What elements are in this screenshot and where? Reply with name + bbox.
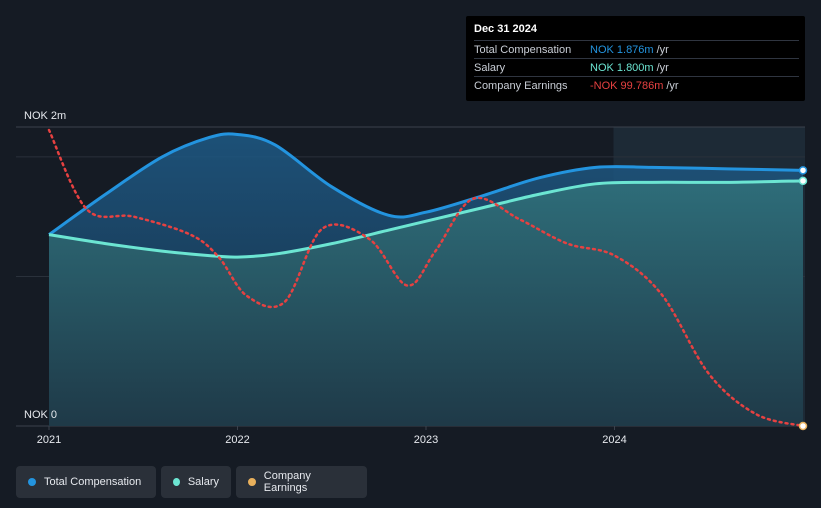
total-compensation-endpoint: [798, 166, 808, 175]
tooltip-unit: /yr: [666, 79, 679, 92]
legend-label: Company Earnings: [263, 470, 311, 494]
legend-label: Total Compensation: [44, 476, 142, 488]
salary-endpoint: [798, 176, 808, 186]
legend-company-earnings[interactable]: Company Earnings: [236, 466, 367, 498]
x-axis: 2021 2022 2023 2024: [37, 426, 627, 446]
tooltip-label: Total Compensation: [474, 43, 572, 56]
y-tick-label: NOK 0: [24, 409, 57, 421]
tooltip-label: Salary: [474, 61, 506, 74]
legend-dot-icon: [28, 478, 36, 486]
x-tick-label: 2023: [414, 434, 438, 446]
tooltip-unit: /yr: [656, 61, 669, 74]
tooltip-unit: /yr: [656, 43, 669, 56]
series-lines: [47, 128, 805, 428]
legend-label: Salary: [187, 476, 219, 488]
tooltip-value: NOK 1.876m: [590, 43, 654, 56]
total-compensation-line: [48, 132, 804, 236]
salary-area: [49, 180, 803, 426]
tooltip-date: Dec 31 2024: [474, 23, 537, 35]
series-endpoints: [798, 166, 808, 431]
legend-dot-icon: [248, 478, 256, 486]
x-tick-label: 2024: [602, 434, 626, 446]
tooltip-row-total: Total Compensation NOK 1.876m /yr: [474, 40, 799, 58]
salary-line: [48, 179, 804, 259]
tooltip-value: -NOK 99.786m: [590, 79, 664, 92]
tooltip-value: NOK 1.800m: [590, 61, 654, 74]
tooltip: Dec 31 2024 Total Compensation NOK 1.876…: [466, 16, 805, 101]
company-earnings-line: [47, 128, 805, 428]
y-axis: NOK 2m NOK 0: [24, 110, 66, 421]
tooltip-row-salary: Salary NOK 1.800m /yr: [474, 58, 799, 76]
tooltip-label: Company Earnings: [474, 79, 568, 92]
legend-salary[interactable]: Salary: [161, 466, 231, 498]
x-tick-label: 2021: [37, 434, 61, 446]
legend-total-compensation[interactable]: Total Compensation: [16, 466, 156, 498]
series-areas: [49, 133, 803, 426]
company-earnings-endpoint: [798, 421, 808, 431]
y-tick-label: NOK 2m: [24, 110, 66, 122]
x-tick-label: 2022: [225, 434, 249, 446]
legend-dot-icon: [173, 478, 180, 486]
tooltip-row-earnings: Company Earnings -NOK 99.786m /yr: [474, 76, 799, 94]
